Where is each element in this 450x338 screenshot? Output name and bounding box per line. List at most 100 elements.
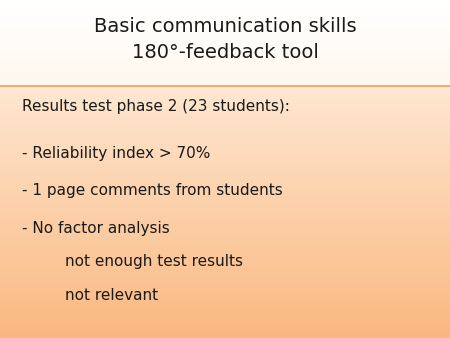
Bar <box>0 69 450 70</box>
Bar <box>0 298 450 300</box>
Text: - Reliability index > 70%: - Reliability index > 70% <box>22 146 211 161</box>
Bar <box>0 320 450 321</box>
Bar <box>0 310 450 311</box>
Bar <box>0 46 450 47</box>
Bar <box>0 72 450 73</box>
Bar <box>0 0 450 1</box>
Bar <box>0 185 450 186</box>
Bar <box>0 18 450 19</box>
Bar <box>0 122 450 124</box>
Bar <box>0 33 450 34</box>
Bar <box>0 107 450 108</box>
Bar <box>0 277 450 278</box>
Bar <box>0 230 450 231</box>
Bar <box>0 183 450 185</box>
Bar <box>0 64 450 66</box>
Bar <box>0 56 450 57</box>
Bar <box>0 223 450 224</box>
Bar <box>0 291 450 293</box>
Bar <box>0 16 450 17</box>
Bar <box>0 112 450 114</box>
Bar <box>0 180 450 182</box>
Bar <box>0 103 450 105</box>
Bar <box>0 40 450 42</box>
Bar <box>0 245 450 247</box>
Bar <box>0 222 450 223</box>
Bar <box>0 78 450 80</box>
Bar <box>0 81 450 82</box>
Bar <box>0 54 450 55</box>
Bar <box>0 159 450 160</box>
Bar <box>0 201 450 203</box>
Bar <box>0 226 450 227</box>
Bar <box>0 11 450 13</box>
Bar <box>0 156 450 158</box>
Bar <box>0 21 450 23</box>
Bar <box>0 9 450 10</box>
Bar <box>0 23 450 25</box>
Bar <box>0 105 450 107</box>
Bar <box>0 14 450 16</box>
Bar <box>0 63 450 64</box>
Bar <box>0 66 450 68</box>
Bar <box>0 22 450 24</box>
Bar <box>0 36 450 37</box>
Bar <box>0 81 450 83</box>
Bar <box>0 1 450 3</box>
Bar <box>0 196 450 197</box>
Bar <box>0 26 450 27</box>
Bar <box>0 220 450 222</box>
Bar <box>0 30 450 32</box>
Bar <box>0 171 450 172</box>
Bar <box>0 284 450 285</box>
Bar <box>0 193 450 195</box>
Bar <box>0 332 450 334</box>
Bar <box>0 40 450 42</box>
Bar <box>0 172 450 173</box>
Bar <box>0 308 450 310</box>
Bar <box>0 263 450 265</box>
Bar <box>0 203 450 205</box>
Bar <box>0 6 450 8</box>
Bar <box>0 192 450 194</box>
Bar <box>0 317 450 319</box>
Bar <box>0 212 450 213</box>
Bar <box>0 10 450 11</box>
Bar <box>0 17 450 19</box>
Bar <box>0 151 450 152</box>
Bar <box>0 208 450 210</box>
Bar <box>0 77 450 79</box>
Bar <box>0 47 450 49</box>
Bar <box>0 130 450 132</box>
Bar <box>0 128 450 129</box>
Bar <box>0 89 450 90</box>
Text: - 1 page comments from students: - 1 page comments from students <box>22 184 283 198</box>
Bar <box>0 289 450 291</box>
Bar <box>0 321 450 322</box>
Bar <box>0 37 450 39</box>
Bar <box>0 314 450 315</box>
Bar <box>0 74 450 75</box>
Bar <box>0 272 450 274</box>
Bar <box>0 34 450 36</box>
Bar <box>0 121 450 123</box>
Bar <box>0 335 450 337</box>
Bar <box>0 30 450 31</box>
Bar <box>0 104 450 106</box>
Bar <box>0 82 450 83</box>
Bar <box>0 29 450 30</box>
Bar <box>0 68 450 70</box>
Bar <box>0 124 450 125</box>
Bar <box>0 48 450 50</box>
Bar <box>0 55 450 56</box>
Bar <box>0 227 450 229</box>
Bar <box>0 5 450 7</box>
Bar <box>0 311 450 312</box>
Bar <box>0 27 450 28</box>
Bar <box>0 270 450 271</box>
Bar <box>0 73 450 74</box>
Bar <box>0 59 450 61</box>
Bar <box>0 57 450 59</box>
Bar <box>0 161 450 162</box>
Bar <box>0 58 450 60</box>
